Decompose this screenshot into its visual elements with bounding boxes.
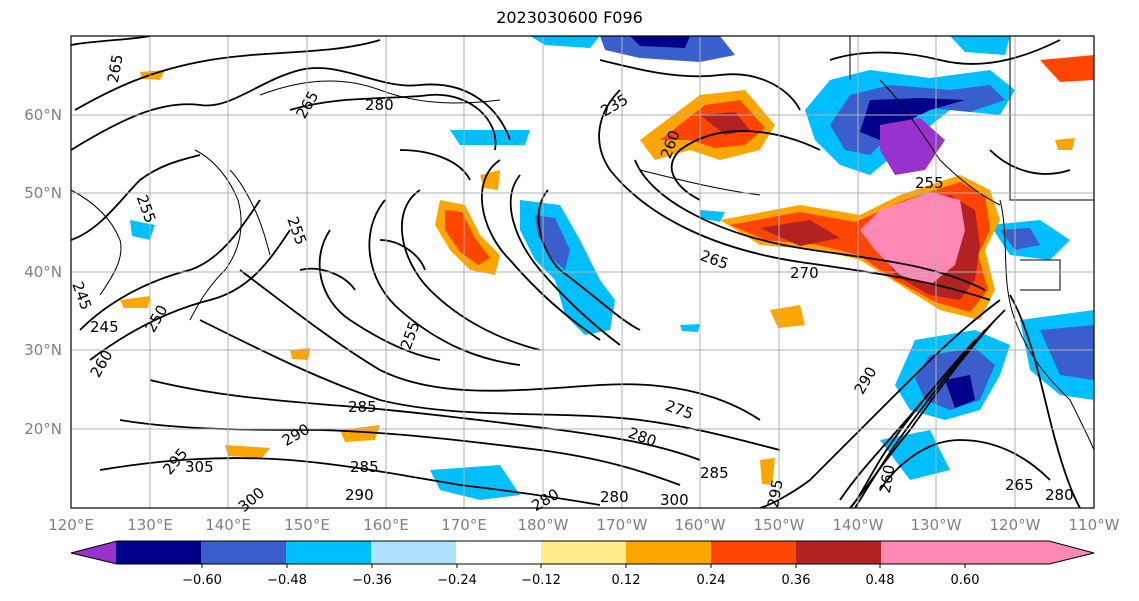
lon-label: 160°E <box>363 516 409 534</box>
shade-cyan-small-1 <box>700 210 725 222</box>
lon-label: 120°W <box>990 516 1041 534</box>
contour-label: 280 <box>1045 486 1074 504</box>
colorbar-swatch <box>626 541 712 564</box>
colorbar-tick: −0.24 <box>437 573 477 588</box>
lat-label: 60°N <box>24 106 62 124</box>
colorbar-swatch <box>371 541 457 564</box>
shade-blue-mexico <box>1040 325 1094 380</box>
colorbar-swatch <box>116 541 202 564</box>
shade-orange-small-5 <box>225 445 270 458</box>
colorbar-swatch <box>201 541 287 564</box>
plot-frame <box>70 35 1095 509</box>
contour-lines <box>71 36 1081 508</box>
contour-label: 290 <box>345 486 374 504</box>
lon-label: 130°W <box>911 516 962 534</box>
shade-red-nwpac <box>445 210 490 265</box>
lon-label: 160°W <box>675 516 726 534</box>
shade-orange-small-8 <box>120 296 150 308</box>
lat-label: 30°N <box>24 341 62 359</box>
colorbar-tick: −0.12 <box>521 573 561 588</box>
contour-label: 245 <box>90 318 119 336</box>
contour-label: 255 <box>915 174 944 192</box>
lat-label: 50°N <box>24 184 62 202</box>
shade-orange-small-1 <box>480 170 500 190</box>
contour-label: 265 <box>104 53 127 84</box>
lon-label: 130°E <box>127 516 173 534</box>
contour-label: 265 <box>1005 476 1034 494</box>
shade-blue-north <box>600 36 735 62</box>
contour-label: 260 <box>876 463 899 494</box>
colorbar-extend-low <box>71 541 117 564</box>
colorbar-swatch <box>456 541 542 564</box>
contour-label: 280 <box>600 488 629 506</box>
lat-label: 40°N <box>24 263 62 281</box>
colorbar-swatch <box>541 541 627 564</box>
lon-label: 170°W <box>597 516 648 534</box>
longitude-labels: 120°E 130°E 140°E 150°E 160°E 170°E 180°… <box>48 516 1119 534</box>
shade-navy-north <box>630 36 690 48</box>
colorbar-tick: −0.36 <box>352 573 392 588</box>
lon-label: 110°W <box>1069 516 1120 534</box>
shade-blue-coast <box>1000 228 1040 250</box>
shade-purple-gulf <box>880 118 945 175</box>
shade-orange-small-10 <box>1055 138 1075 150</box>
shade-cyan-north <box>530 36 600 48</box>
shade-cyan-south <box>430 465 520 500</box>
colorbar-tick: −0.48 <box>267 573 307 588</box>
gridlines <box>71 36 1094 508</box>
colorbar-tick: 0.60 <box>951 573 980 588</box>
shade-cyan-japan <box>130 220 155 240</box>
colorbar: −0.60 −0.48 −0.36 −0.24 −0.12 0.12 0.24 … <box>70 540 1095 588</box>
shade-orange-small-3 <box>1040 55 1094 82</box>
colorbar-tick: −0.60 <box>182 573 222 588</box>
colorbar-tick: 0.36 <box>782 573 811 588</box>
lon-label: 150°W <box>754 516 805 534</box>
shade-dark-bering <box>700 112 750 135</box>
latitude-labels: 60°N 50°N 40°N 30°N 20°N <box>24 106 62 438</box>
colorbar-tick-marks <box>201 564 966 568</box>
shade-pink-pacific <box>860 192 965 285</box>
lon-label: 140°E <box>205 516 251 534</box>
colorbar-extend-high <box>881 541 1094 564</box>
contour-label: 285 <box>350 458 379 476</box>
colorbar-swatch <box>711 541 797 564</box>
colorbar-swatch <box>796 541 882 564</box>
shade-orange-small-7 <box>760 458 775 485</box>
colorbar-tick: 0.48 <box>866 573 895 588</box>
lat-label: 20°N <box>24 420 62 438</box>
shade-cyan-west <box>450 130 530 145</box>
lon-label: 140°W <box>833 516 884 534</box>
contour-label: 305 <box>185 458 214 476</box>
colorbar-swatch <box>286 541 372 564</box>
shade-orange-small-9 <box>290 348 310 360</box>
colorbar-outline <box>70 540 1095 565</box>
lon-label: 170°E <box>441 516 487 534</box>
contour-label: 285 <box>700 464 729 482</box>
colorbar-tick: 0.12 <box>612 573 641 588</box>
shade-cyan-small-2 <box>680 324 700 332</box>
contour-label: 300 <box>660 491 689 509</box>
map-title: 2023030600 F096 <box>496 8 643 27</box>
shade-deep-baja <box>945 375 975 408</box>
lon-label: 150°E <box>284 516 330 534</box>
shade-cyan-ne <box>950 36 1010 55</box>
contour-label: 280 <box>365 96 394 114</box>
contour-label: 295 <box>764 478 787 509</box>
contour-label: 270 <box>790 264 819 282</box>
shade-blue-kuroshio <box>535 215 570 270</box>
lon-label: 180°W <box>518 516 569 534</box>
contour-label: 285 <box>348 398 377 416</box>
colorbar-tick: 0.24 <box>697 573 726 588</box>
lon-label: 120°E <box>48 516 94 534</box>
